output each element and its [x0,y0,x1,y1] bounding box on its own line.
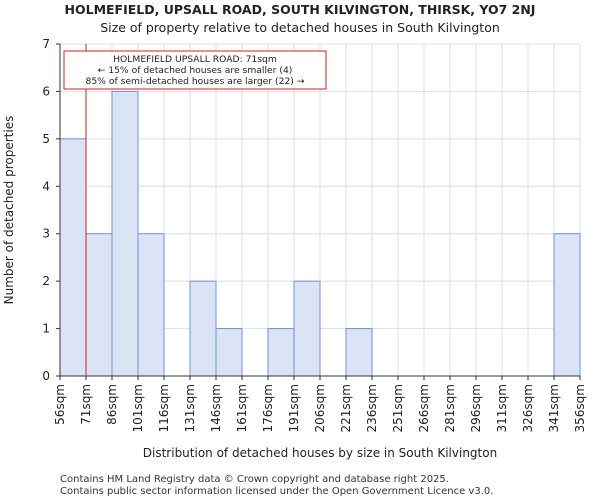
footer-licence: Contains public sector information licen… [60,486,494,497]
x-tick-label: 221sqm [339,384,353,432]
x-tick-label: 176sqm [261,384,275,432]
x-tick-label: 356sqm [573,384,587,432]
y-tick-label: 3 [42,227,50,241]
chart-subtitle: Size of property relative to detached ho… [100,20,500,35]
histogram-bar [215,328,243,377]
x-tick-label: 191sqm [287,384,301,432]
y-tick-label: 1 [42,322,50,336]
annotation-line: HOLMEFIELD UPSALL ROAD: 71sqm [113,54,277,65]
histogram-bar [59,138,87,377]
x-tick-label: 296sqm [469,384,483,432]
histogram-bar [267,328,295,377]
annotation-box [63,50,327,90]
x-tick-label: 326sqm [521,384,535,432]
histogram-bar [553,233,581,377]
x-tick-label: 116sqm [157,384,171,432]
histogram-bar [293,280,321,377]
footer-copyright: Contains HM Land Registry data © Crown c… [60,474,449,485]
y-tick-label: 0 [42,369,50,383]
chart-title: HOLMEFIELD, UPSALL ROAD, SOUTH KILVINGTO… [64,2,536,17]
y-axis-title: Number of detached properties [2,116,16,305]
x-tick-label: 56sqm [53,384,67,425]
histogram-bar [137,233,165,377]
y-tick-label: 5 [42,132,50,146]
x-tick-label: 71sqm [79,384,93,425]
x-tick-label: 161sqm [235,384,249,432]
annotation-line: ← 15% of detached houses are smaller (4) [98,65,293,76]
y-tick-label: 7 [42,37,50,51]
x-tick-label: 86sqm [105,384,119,425]
x-tick-label: 266sqm [417,384,431,432]
histogram-bar [189,280,217,377]
y-tick-label: 2 [42,274,50,288]
x-tick-label: 311sqm [495,384,509,432]
histogram-bar [85,233,113,377]
histogram-bar [345,328,373,377]
x-tick-label: 206sqm [313,384,327,432]
x-tick-label: 131sqm [183,384,197,432]
annotation-line: 85% of semi-detached houses are larger (… [85,76,304,87]
x-tick-label: 101sqm [131,384,145,432]
x-axis-title: Distribution of detached houses by size … [143,446,497,460]
x-tick-label: 341sqm [547,384,561,432]
x-tick-label: 281sqm [443,384,457,432]
y-tick-label: 4 [42,179,50,193]
histogram-bar [111,90,139,377]
x-tick-label: 146sqm [209,384,223,432]
x-tick-label: 236sqm [365,384,379,432]
y-tick-label: 6 [42,84,50,98]
histogram-chart: HOLMEFIELD UPSALL ROAD: 71sqm← 15% of de… [2,37,587,460]
x-tick-label: 251sqm [391,384,405,432]
